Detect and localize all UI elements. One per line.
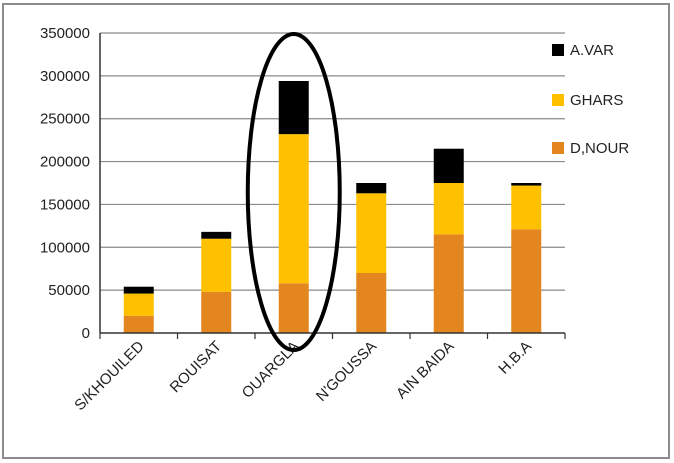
bar-segment — [511, 185, 542, 230]
highlight-ellipse-shape — [245, 32, 342, 352]
bar-segment — [356, 193, 387, 273]
bar-segment — [278, 81, 309, 135]
x-tick-label: OUARGLA — [239, 338, 303, 402]
bar-segment — [433, 148, 464, 183]
y-tick-label: 200000 — [40, 154, 90, 171]
bar-segment — [123, 293, 154, 316]
y-tick-label: 50000 — [48, 282, 90, 299]
axes — [99, 33, 566, 339]
bar-segment — [278, 134, 309, 284]
bar-segment — [511, 183, 542, 186]
bar-segment — [356, 273, 387, 333]
bar-segment — [433, 234, 464, 333]
x-axis-ticks: S/KHOUILED ROUISAT OUARGLA N'GOUSSA AIN BAID… — [71, 338, 535, 414]
x-tick-label: AIN BAIDA — [393, 338, 457, 402]
y-tick-label: 150000 — [40, 196, 90, 213]
x-tick-label: N'GOUSSA — [313, 338, 380, 405]
bar-segment — [201, 231, 232, 239]
y-tick-label: 250000 — [40, 111, 90, 128]
legend-swatch — [552, 142, 564, 154]
y-tick-label: 350000 — [40, 25, 90, 42]
bar-segment — [356, 183, 387, 194]
legend-label: GHARS — [570, 92, 623, 109]
gridlines — [100, 32, 565, 291]
x-tick-label: S/KHOUILED — [71, 338, 147, 414]
chart-frame — [2, 3, 670, 459]
legend-swatch — [552, 44, 564, 56]
bar-segment — [123, 315, 154, 333]
bar-segment — [201, 238, 232, 292]
y-axis-ticks: 0 50000 100000 150000 200000 250000 300000 3500… — [40, 25, 90, 342]
legend: A.VAR GHARS D,NOUR — [552, 42, 629, 157]
y-tick-label: 0 — [82, 325, 90, 342]
legend-label: A.VAR — [570, 42, 614, 59]
legend-swatch — [552, 94, 564, 106]
bar-segment — [123, 286, 154, 294]
highlight-ellipse — [245, 32, 342, 352]
x-tick-label: H.B.A — [495, 338, 535, 378]
bar-segment — [511, 229, 542, 333]
legend-label: D,NOUR — [570, 140, 629, 157]
y-tick-label: 100000 — [40, 239, 90, 256]
bars — [123, 81, 542, 333]
x-tick-label: ROUISAT — [167, 338, 225, 396]
bar-segment — [433, 183, 464, 235]
y-tick-label: 300000 — [40, 68, 90, 85]
bar-segment — [201, 291, 232, 333]
bar-segment — [278, 283, 309, 333]
